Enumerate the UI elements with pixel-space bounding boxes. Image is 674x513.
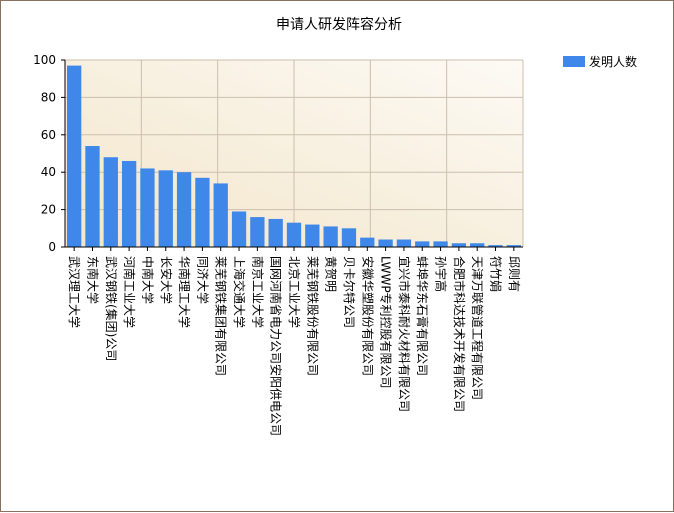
bar [323,226,338,247]
x-tick-label: 合肥市科达技术开发有限公司 [452,256,467,412]
bar [470,243,485,247]
x-tick-label: 河南工业大学 [122,256,137,328]
bar [67,65,82,247]
chart-title: 申请人研发阵容分析 [276,16,402,33]
bar [341,228,357,247]
gridlines [65,59,524,247]
bar [103,157,118,247]
bar [250,217,265,247]
bar [488,245,503,247]
bar [378,239,393,247]
bar [433,241,448,247]
y-tick-label: 0 [48,240,56,254]
x-tick-label: 莱芜钢铁集团有限公司 [214,256,229,376]
x-tick-label: 宜兴市泰科耐火材料有限公司 [397,256,412,412]
bar [195,177,210,247]
bar [506,245,521,247]
bar [158,170,173,247]
bar [286,222,302,247]
legend: 发明人数 [563,54,637,69]
y-tick-label: 40 [41,165,56,179]
x-tick-label: 黄贺明 [324,256,338,292]
x-tick-label: 天津万联管道工程有限公司 [470,256,485,400]
x-tick-label: 长安大学 [159,256,174,304]
legend-swatch [563,56,585,67]
x-tick-label: 安徽华塑股份有限公司 [360,256,375,376]
bar [396,239,412,247]
x-tick-label: 贝卡尔特公司 [342,256,357,328]
x-tick-label: 北京工业大学 [287,256,302,328]
legend-label: 发明人数 [589,54,637,69]
bar [415,241,430,247]
y-tick-label: 60 [41,128,56,142]
bar [451,243,467,247]
x-tick-label: 上海交通大学 [232,256,247,328]
x-axis: 武汉理工大学 东南大学 武汉钢铁(集团)公司 河南工业大学 中南大学 长安大学 华南理工大学… [65,246,523,436]
x-tick-label: 孙宇高 [434,256,449,292]
x-tick-label: 国网河南省电力公司安阳供电公司 [269,256,284,436]
x-tick-label: 同济大学 [195,256,210,304]
bar [360,237,375,247]
y-axis: 0 20 40 60 80 100 [33,53,66,254]
x-tick-label: 武汉理工大学 [67,256,82,328]
bar [231,211,247,247]
y-tick-label: 20 [41,203,56,217]
x-tick-label: 邱则有 [507,256,521,292]
x-tick-label: 蚌埠华东石膏有限公司 [415,256,430,376]
bar [121,160,137,247]
x-tick-label: 华南理工大学 [177,256,192,328]
x-tick-label: 东南大学 [85,256,100,304]
x-tick-label: 中南大学 [140,256,155,304]
x-tick-label: LWWP专利控股有限公司 [379,256,394,389]
x-tick-label: 南京工业大学 [250,256,265,328]
bar [85,146,100,247]
x-tick-label: 莱芜钢铁股份有限公司 [305,256,319,376]
y-tick-label: 100 [33,53,56,67]
bar [268,218,283,247]
x-tick-label: 武汉钢铁(集团)公司 [104,256,119,361]
bars [67,65,521,247]
bar [140,168,155,247]
x-tick-label: 符竹娟 [489,256,504,292]
bar [176,172,192,247]
bar [305,224,320,247]
bar [213,183,228,247]
y-tick-label: 80 [41,90,56,104]
